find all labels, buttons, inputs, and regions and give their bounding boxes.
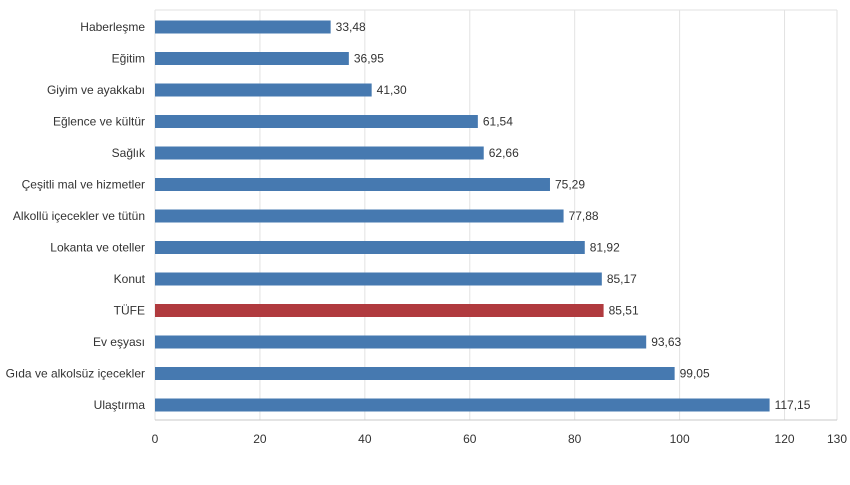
- label-layer: Haberleşme 33,48 Eğitim 36,95 Giyim ve ayakk…: [6, 20, 811, 412]
- category-label: TÜFE: [114, 304, 145, 318]
- value-label: 75,29: [555, 178, 585, 192]
- axis-layer: 0 20 40 60 80 100 120 130: [152, 419, 847, 446]
- x-tick-label: 100: [670, 432, 690, 446]
- bar: [155, 335, 647, 349]
- value-label: 41,30: [377, 83, 407, 97]
- category-label: Giyim ve ayakkabı: [47, 83, 145, 97]
- category-label: Eğlence ve kültür: [53, 115, 145, 129]
- bar: [155, 367, 675, 380]
- category-label: Çeşitli mal ve hizmetler: [22, 178, 145, 192]
- x-tick-label: 120: [775, 432, 795, 446]
- value-label: 99,05: [680, 367, 710, 381]
- category-label: Eğitim: [112, 52, 145, 66]
- value-label: 117,15: [775, 398, 811, 412]
- value-label: 81,92: [590, 241, 620, 255]
- category-label: Konut: [114, 272, 146, 286]
- bar: [155, 146, 484, 160]
- bar: [155, 398, 770, 412]
- grid-layer: [154, 9, 838, 420]
- value-label: 77,88: [569, 209, 599, 223]
- bar: [155, 178, 550, 191]
- value-label: 62,66: [489, 146, 519, 160]
- value-label: 33,48: [336, 20, 366, 34]
- x-tick-label: 80: [568, 432, 582, 446]
- x-tick-label: 60: [463, 432, 477, 446]
- value-label: 85,17: [607, 272, 637, 286]
- bar: [155, 83, 372, 97]
- category-label: Sağlık: [112, 146, 146, 160]
- x-tick-label: 0: [152, 432, 159, 446]
- category-label: Ulaştırma: [94, 398, 146, 412]
- bar: [155, 304, 604, 317]
- x-tick-label: 130: [827, 432, 847, 446]
- bar: [155, 241, 585, 254]
- category-label: Ev eşyası: [93, 335, 145, 349]
- value-label: 36,95: [354, 52, 384, 66]
- category-label: Gıda ve alkolsüz içecekler: [6, 367, 145, 381]
- bar-layer: [155, 20, 770, 412]
- category-label: Lokanta ve oteller: [50, 241, 145, 255]
- bar: [155, 115, 478, 128]
- bar: [155, 209, 564, 223]
- x-tick-label: 20: [253, 432, 267, 446]
- bar: [155, 272, 602, 286]
- value-label: 85,51: [609, 304, 639, 318]
- category-label: Haberleşme: [80, 20, 145, 34]
- bar: [155, 20, 331, 34]
- x-tick-label: 40: [358, 432, 372, 446]
- value-label: 93,63: [651, 335, 681, 349]
- category-label: Alkollü içecekler ve tütün: [13, 209, 145, 223]
- value-label: 61,54: [483, 115, 513, 129]
- bar: [155, 52, 349, 65]
